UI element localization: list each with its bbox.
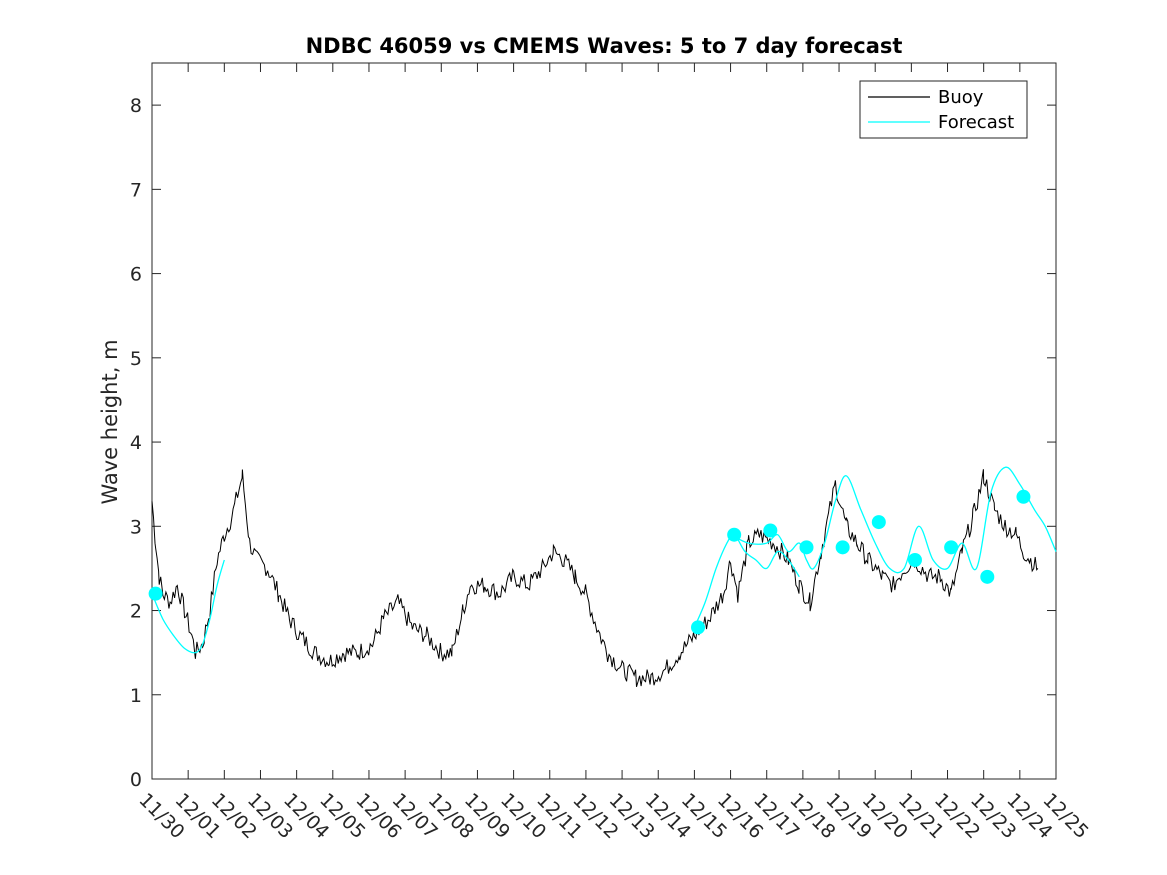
y-tick-label: 8 [130, 95, 142, 117]
forecast-line-segment [730, 466, 1057, 574]
forecast-marker [148, 586, 163, 601]
y-axis: 0 1 2 3 4 5 6 7 8 [130, 95, 1056, 791]
plot-border [151, 62, 1057, 780]
legend-label-buoy: Buoy [938, 87, 984, 108]
forecast-marker [980, 569, 995, 584]
legend: Buoy Forecast [859, 80, 1028, 139]
y-tick-label: 1 [130, 685, 142, 707]
y-tick-label: 0 [130, 769, 142, 791]
forecast-marker [763, 523, 778, 538]
y-tick-label: 6 [130, 264, 142, 286]
y-tick-label: 2 [130, 601, 142, 623]
forecast-line-segment [693, 533, 800, 628]
chart-title: NDBC 46059 vs CMEMS Waves: 5 to 7 day fo… [306, 34, 903, 58]
y-axis-label: Wave height, m [98, 339, 122, 504]
forecast-marker [799, 540, 814, 555]
forecast-markers [148, 489, 1031, 635]
y-tick-label: 4 [130, 432, 142, 454]
forecast-marker [1016, 489, 1031, 504]
buoy-series [151, 469, 1039, 687]
forecast-marker [835, 540, 850, 555]
legend-label-forecast: Forecast [938, 112, 1014, 133]
forecast-marker [944, 540, 959, 555]
y-tick-label: 3 [130, 516, 142, 538]
buoy-line [151, 469, 1039, 687]
y-tick-label: 7 [130, 179, 142, 201]
y-tick-label: 5 [130, 348, 142, 370]
x-axis: 11/3012/0112/0212/0312/0412/0512/0612/07… [134, 63, 1093, 843]
forecast-marker [691, 620, 706, 635]
forecast-marker [727, 527, 742, 542]
forecast-series [151, 466, 1057, 654]
forecast-line-segment [151, 559, 225, 654]
forecast-marker [907, 552, 922, 567]
legend-box [859, 80, 1028, 139]
plot-area [151, 62, 1057, 780]
forecast-marker [871, 515, 886, 530]
